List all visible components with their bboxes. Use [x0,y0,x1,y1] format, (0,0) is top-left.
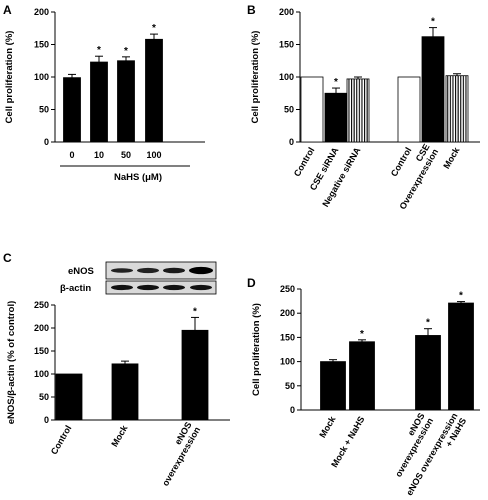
actin-band [111,284,133,291]
bar [145,38,163,143]
bar [300,76,324,143]
bar [415,335,441,411]
y-tick-label: 0 [44,137,49,147]
bar [181,329,209,421]
bar [346,78,370,143]
bar [55,373,83,421]
x-axis-title: NaHS (μM) [114,172,162,183]
x-tick-label-line: Mock [109,423,130,449]
panel-letter-d: D [247,276,256,290]
significance-star: * [426,318,430,329]
chart-panel-a: 0 50 100 150 200 Cell proliferation (%) * * * 0 10… [4,7,205,183]
significance-star: * [360,329,364,340]
y-tick-label: 0 [44,415,49,425]
y-tick-label: 150 [34,40,49,50]
enos-band [111,268,133,273]
y-tick-label: 0 [289,137,294,147]
y-tick-label: 50 [285,381,295,391]
x-tick-label: 10 [94,150,104,160]
panel-letter-b: B [247,3,256,17]
x-tick-label-line: Mock [441,145,462,171]
significance-star: * [124,46,128,57]
y-tick-label: 50 [39,392,49,402]
y-tick-label: 50 [284,105,294,115]
actin-band [137,284,159,291]
chart-panel-b: 0 50 100 150 200 Cell proliferation (%) * * Cont… [250,7,480,211]
western-blot: eNOS β-actin [60,261,217,295]
panel-letter-c: C [3,251,12,265]
actin-band [163,284,185,291]
significance-star: * [97,45,101,56]
actin-band [190,284,212,291]
bar [63,77,81,143]
bar [117,60,135,143]
significance-star: * [431,17,435,28]
y-tick-label: 100 [280,357,295,367]
x-tick-label: 50 [121,150,131,160]
enos-band [189,266,213,275]
x-tick-label: Mock [317,414,338,440]
y-axis-title: eNOS/β-actin (% of control) [6,301,17,425]
x-tick-label: Control [389,146,414,179]
bar [349,341,375,411]
chart-panel-c: 0 50 100 150 200 250 eNOS/β-actin (% of contro… [6,300,230,488]
y-tick-label: 200 [34,323,49,333]
y-tick-label: 0 [290,405,295,415]
bar [445,75,469,143]
y-tick-label: 150 [34,346,49,356]
panel-letter-a: A [3,3,12,17]
y-tick-label: 250 [280,284,295,294]
x-tick-label: 0 [69,150,74,160]
y-tick-label: 50 [39,105,49,115]
y-axis-title: Cell proliferation (%) [251,303,262,396]
y-tick-label: 200 [34,7,49,17]
x-tick-label-line: Control [292,146,317,179]
blot-actin-strip [105,280,217,295]
bar [324,92,348,143]
significance-star: * [459,291,463,302]
x-tick-label: Mock [441,145,462,171]
y-tick-label: 250 [34,300,49,310]
y-tick-label: 100 [34,369,49,379]
blot-enos-strip [105,261,217,280]
x-tick-label: Control [49,424,74,457]
y-tick-label: 200 [280,308,295,318]
x-tick-label-line: Control [389,146,414,179]
x-tick-label: eNOSoverexpression [152,420,203,488]
enos-band [137,267,159,274]
y-axis-title: Cell proliferation (%) [250,31,261,124]
bar [320,361,346,411]
x-tick-label: Mock [109,423,130,449]
y-axis-title: Cell proliferation (%) [4,31,15,124]
y-tick-label: 200 [279,7,294,17]
y-tick-label: 100 [279,72,294,82]
x-tick-label: Control [292,146,317,179]
bar [421,36,445,143]
blot-label-enos: eNOS [68,266,94,277]
bar [448,302,474,411]
significance-star: * [334,77,338,88]
bar [111,363,139,421]
blot-label-actin: β-actin [60,283,91,294]
x-tick-label: 100 [146,150,161,160]
significance-star: * [152,23,156,34]
y-tick-label: 100 [34,72,49,82]
bar [397,76,421,143]
chart-panel-d: 0 50 100 150 200 250 Cell proliferation (%) * * *… [251,284,480,497]
x-tick-label-line: Mock [317,414,338,440]
enos-band [163,267,185,274]
x-tick-label-line: Control [49,424,74,457]
y-tick-label: 150 [280,332,295,342]
significance-star: * [193,306,197,317]
y-tick-label: 150 [279,40,294,50]
bar [90,61,108,143]
